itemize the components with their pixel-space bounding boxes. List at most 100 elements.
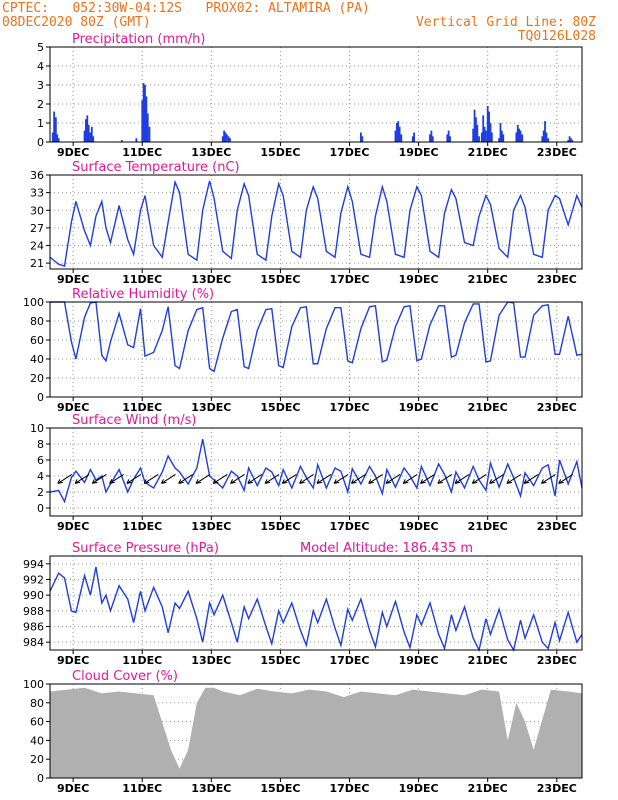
wind-arrow-shaft (316, 473, 332, 484)
y-tick-label: 2 (37, 486, 44, 499)
wind-arrow-shaft (230, 473, 245, 484)
wind-arrow-head (299, 479, 305, 484)
precip-bar (225, 134, 228, 142)
x-tick-label: 23DEC (537, 520, 577, 533)
wind-arrow-shaft (523, 473, 539, 484)
y-tick-label: 27 (30, 222, 44, 235)
y-tick-label: 8 (37, 438, 44, 451)
precip-bar (229, 138, 231, 142)
wind-arrow-shaft (558, 473, 573, 484)
y-tick-label: 3 (37, 79, 44, 92)
wind-arrow-shaft (299, 473, 314, 484)
precip-bar (89, 132, 92, 142)
precip-bar (542, 130, 545, 142)
x-tick-label: 17DEC (329, 654, 369, 667)
x-tick-label: 21DEC (468, 273, 508, 286)
precip-bar (570, 138, 572, 142)
series-line (49, 179, 583, 267)
x-tick-label: 13DEC (191, 654, 231, 667)
wind-arrow-head (437, 479, 443, 484)
x-tick-label: 9DEC (57, 401, 89, 414)
wind-arrow-shaft (472, 473, 487, 484)
precip-bar (221, 136, 224, 142)
wind-arrow-shaft (92, 473, 107, 484)
y-tick-label: 21 (30, 257, 44, 270)
x-tick-label: 15DEC (260, 273, 300, 286)
precip-bar (498, 138, 500, 142)
header-grid-line: Vertical Grid Line: 80Z (415, 15, 596, 30)
precip-bar (488, 111, 490, 142)
precip-bar (516, 124, 519, 142)
precip-bar (395, 123, 398, 142)
precip-bar (478, 136, 480, 142)
precip-bar (431, 136, 434, 142)
wind-arrow-head (351, 479, 357, 484)
precip-bar (223, 130, 226, 142)
y-tick-label: 100 (23, 296, 44, 309)
x-tick-label: 21DEC (468, 520, 508, 533)
x-tick-label: 11DEC (122, 782, 162, 795)
y-tick-label: 33 (30, 187, 44, 200)
y-tick-label: 20 (30, 753, 44, 766)
precip-bar (480, 132, 483, 142)
wind-arrow-shaft (454, 473, 470, 484)
x-tick-label: 19DEC (399, 401, 439, 414)
precip-bar (142, 83, 145, 142)
x-tick-label: 23DEC (537, 782, 577, 795)
panel-frame (49, 174, 583, 270)
y-tick-label: 994 (23, 558, 44, 571)
precip-bar (144, 85, 146, 142)
x-tick-label: 13DEC (191, 146, 231, 159)
precip-bar (57, 138, 60, 142)
precip-bar (135, 138, 138, 142)
precip-bar (146, 113, 149, 142)
x-tick-label: 19DEC (399, 273, 439, 286)
precip-bar (515, 132, 518, 142)
y-tick-label: 10 (30, 422, 44, 435)
wind-arrow-shaft (368, 473, 383, 484)
y-tick-label: 0 (37, 772, 44, 785)
x-tick-label: 19DEC (399, 520, 439, 533)
precip-bar (145, 96, 148, 142)
panel-frame (49, 555, 583, 651)
precip-bar (472, 128, 475, 142)
y-tick-label: 6 (37, 454, 44, 467)
panel-title: Surface Temperature (nC) (72, 160, 240, 175)
header-line-1: CPTEC: 052:30W-04:12S PROX02: ALTAMIRA (… (2, 1, 370, 16)
wind-arrow-shaft (385, 473, 401, 484)
series-line (50, 301, 583, 373)
y-tick-label: 60 (30, 334, 44, 347)
precip-bar (518, 128, 521, 142)
x-tick-label: 21DEC (468, 401, 508, 414)
y-tick-label: 988 (23, 605, 44, 618)
precip-bar (54, 117, 57, 142)
y-tick-label: 5 (37, 41, 44, 54)
y-tick-label: 36 (30, 169, 44, 182)
wind-arrow-shaft (213, 473, 228, 484)
precip-bar (86, 115, 89, 142)
precip-bar (483, 126, 486, 142)
wind-arrow-head (420, 479, 426, 484)
wind-arrow-head (143, 479, 150, 484)
precip-bar (568, 136, 571, 142)
wind-arrow-head (489, 479, 495, 484)
y-tick-label: 100 (23, 678, 44, 691)
cloud-cover-area (50, 687, 582, 778)
x-tick-label: 9DEC (57, 782, 89, 795)
y-tick-label: 4 (37, 60, 44, 73)
precip-bar (224, 132, 227, 142)
wind-arrow-shaft (126, 473, 142, 484)
wind-arrow-shaft (178, 473, 193, 484)
x-tick-label: 21DEC (468, 146, 508, 159)
panel-title: Cloud Cover (%) (72, 669, 178, 684)
x-tick-label: 15DEC (260, 654, 300, 667)
precip-bar (394, 130, 397, 142)
wind-arrow-head (74, 479, 81, 484)
wind-arrow-head (109, 479, 115, 484)
precip-bar (500, 130, 503, 142)
wind-arrow-head (316, 479, 323, 484)
precip-bar (499, 123, 502, 142)
wind-arrow-head (178, 479, 184, 484)
y-tick-label: 20 (30, 372, 44, 385)
